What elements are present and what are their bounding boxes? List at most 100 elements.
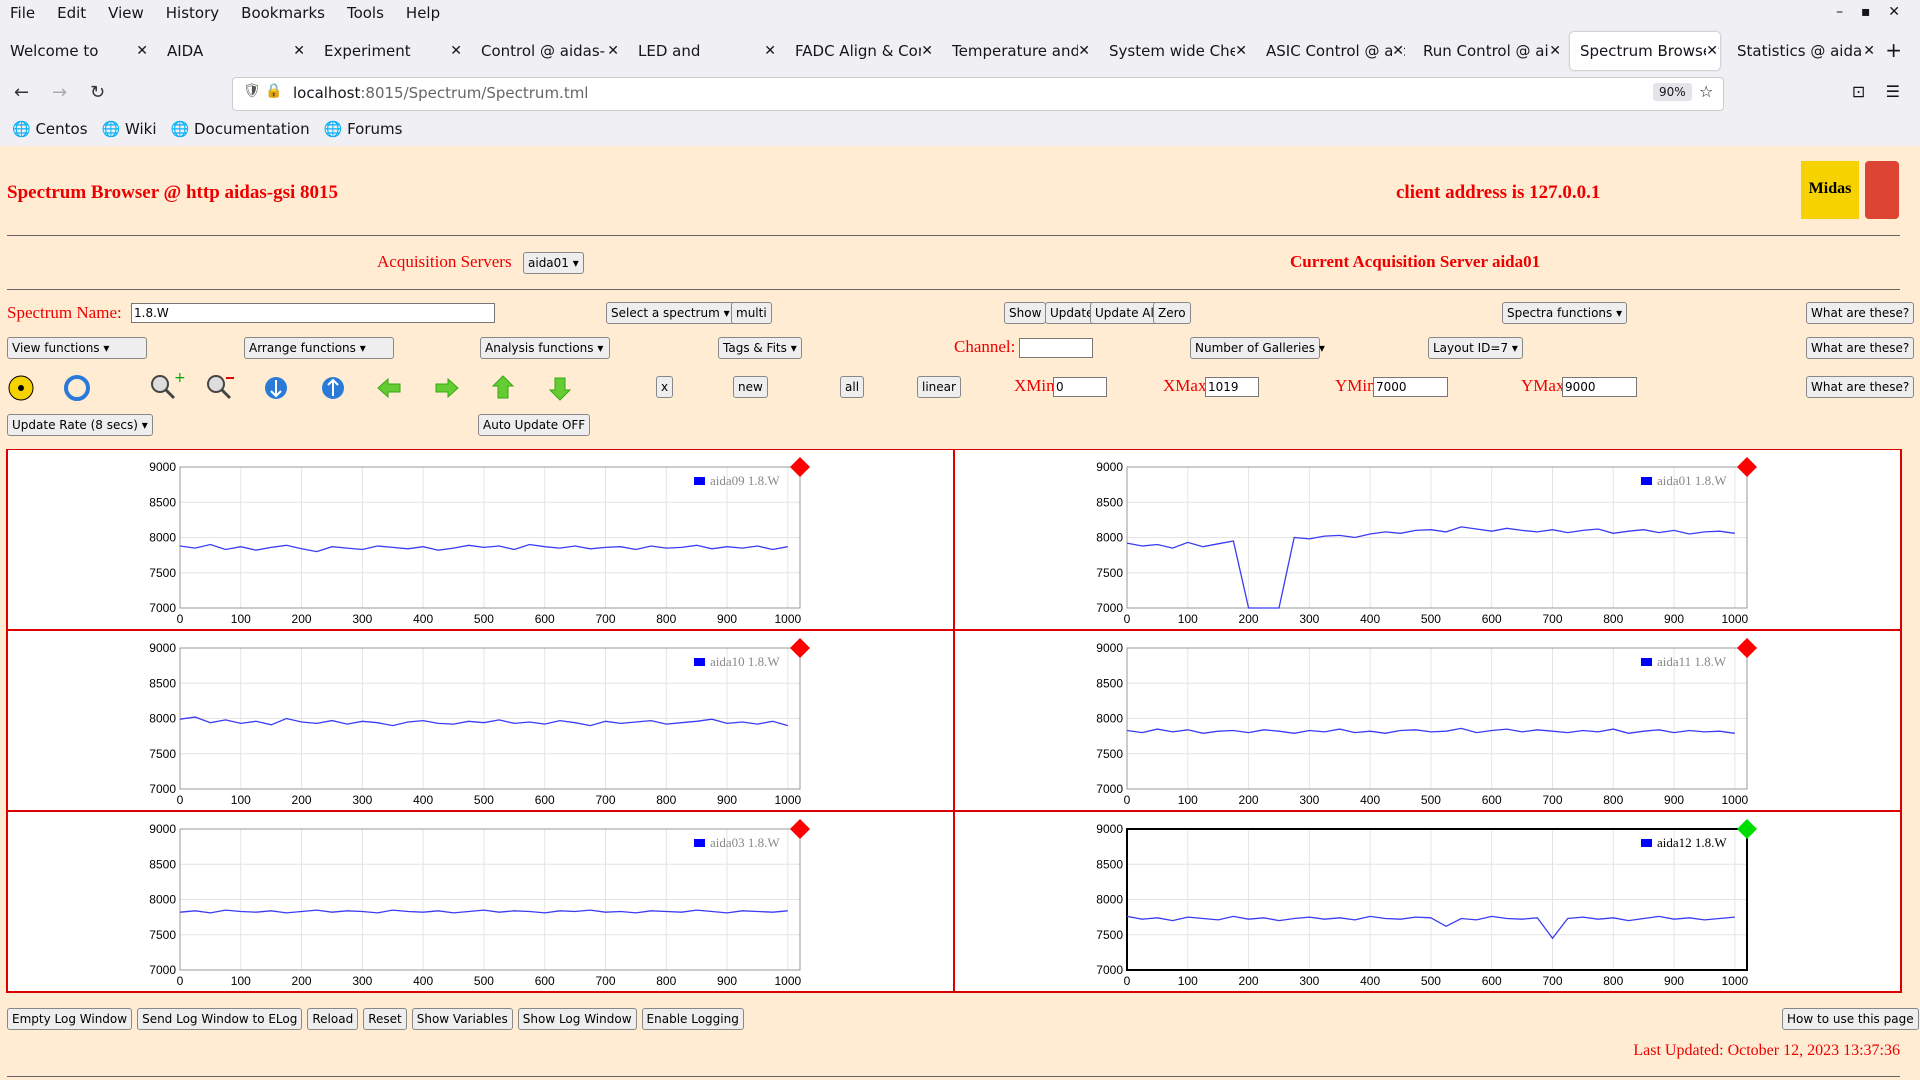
menu-item[interactable]: History <box>165 4 220 22</box>
x-tick-label: 700 <box>595 612 615 626</box>
all-button[interactable]: all <box>840 376 865 398</box>
footer-button[interactable]: Reset <box>363 1008 407 1030</box>
tab[interactable]: AIDA ✕ <box>157 32 307 70</box>
help-button[interactable]: What are these? <box>1806 376 1915 398</box>
tab-title: Temperature and s <box>952 42 1081 60</box>
url-bar[interactable]: 🛡 🔒 localhost:8015/Spectrum/Spectrum.tml… <box>232 77 1724 111</box>
help-button[interactable]: What are these? <box>1806 302 1915 324</box>
auto-update[interactable]: Auto Update OFF <box>478 414 591 436</box>
tab-close[interactable]: ✕ <box>1392 32 1404 70</box>
footer-button[interactable]: Reload <box>307 1008 359 1030</box>
x-tick-label: 200 <box>1239 612 1259 626</box>
acq-select[interactable]: aida01 <box>523 252 584 274</box>
new-button[interactable]: new <box>733 376 768 398</box>
xmin-input[interactable]: 0 <box>1053 377 1107 397</box>
update-button[interactable]: Update <box>1045 302 1099 324</box>
tab[interactable]: Statistics @ aidas- ✕ <box>1727 32 1877 70</box>
update-all-button[interactable]: Update All <box>1090 302 1163 324</box>
zoom-level[interactable]: 90% <box>1653 83 1692 101</box>
tags-fits[interactable]: Tags & Fits <box>718 337 802 359</box>
footer-button[interactable]: Show Log Window <box>517 1008 637 1030</box>
xmax-input[interactable]: 1019 <box>1205 377 1259 397</box>
arrange-functions[interactable]: Arrange functions <box>244 337 394 359</box>
page-title: Spectrum Browser @ http aidas-gsi 8015 <box>7 182 339 203</box>
separator <box>7 1076 1900 1077</box>
legend-swatch <box>1641 477 1652 485</box>
spectra-functions[interactable]: Spectra functions <box>1502 302 1628 324</box>
footer-button[interactable]: Send Log Window to ELog <box>137 1008 303 1030</box>
ymax-input[interactable]: 9000 <box>1562 377 1637 397</box>
y-tick-label: 9000 <box>1096 822 1123 836</box>
tab[interactable]: FADC Align & Cont ✕ <box>785 32 935 70</box>
x-tick-label: 1000 <box>1721 974 1748 988</box>
tab[interactable]: LED and Waveform ✕ <box>628 32 778 70</box>
tab-close[interactable]: ✕ <box>607 32 619 70</box>
icon-toolbar[interactable]: + <box>0 368 720 408</box>
x-tick-label: 400 <box>1360 793 1380 807</box>
tab-close[interactable]: ✕ <box>1863 32 1875 70</box>
menu-item[interactable]: File <box>10 4 36 22</box>
show-button[interactable]: Show <box>1004 302 1047 324</box>
tab[interactable]: Control @ aidas-gs✕ <box>471 32 621 70</box>
nav-buttons[interactable]: ← → ↻ <box>14 82 106 103</box>
view-functions[interactable]: View functions <box>7 337 147 359</box>
tab-close[interactable]: ✕ <box>136 32 148 70</box>
footer-button[interactable]: Empty Log Window <box>7 1008 133 1030</box>
tab-close[interactable]: ✕ <box>450 32 462 70</box>
spectrum-name-input[interactable]: 1.8.W <box>131 303 495 323</box>
y-tick-label: 8500 <box>149 857 176 871</box>
url-path: :8015/Spectrum/Spectrum.tml <box>360 84 589 102</box>
layout-select[interactable]: Layout ID=7 <box>1428 337 1523 359</box>
tab-title: Welcome to CentO <box>10 42 99 60</box>
tab[interactable]: Welcome to CentO ✕ <box>0 32 150 70</box>
x-tick-label: 600 <box>535 974 555 988</box>
tab-close[interactable]: ✕ <box>921 32 933 70</box>
bookmark[interactable]: 🌐 Centos <box>12 120 88 138</box>
footer-button[interactable]: Enable Logging <box>641 1008 744 1030</box>
menu-item[interactable]: Help <box>405 4 441 22</box>
footer-button[interactable]: Show Variables <box>411 1008 513 1030</box>
analysis-functions[interactable]: Analysis functions <box>480 337 610 359</box>
bookmark[interactable]: 🌐 Wiki <box>101 120 157 138</box>
zero-button[interactable]: Zero <box>1153 302 1191 324</box>
bookmark[interactable]: 🌐 Forums <box>323 120 403 138</box>
menu-item[interactable]: View <box>108 4 144 22</box>
x-button[interactable]: x <box>656 376 674 398</box>
menu-item[interactable]: Edit <box>57 4 87 22</box>
toolbar-icons[interactable]: ⊡ ☰ <box>1851 82 1900 101</box>
channel-input[interactable] <box>1019 338 1093 358</box>
y-tick-label: 8500 <box>1096 495 1123 509</box>
x-tick-label: 300 <box>352 612 372 626</box>
tab-close[interactable]: ✕ <box>293 32 305 70</box>
tab[interactable]: Experiment Contro ✕ <box>314 32 464 70</box>
tab[interactable]: ASIC Control @ aic ✕ <box>1256 32 1406 70</box>
tab-close[interactable]: ✕ <box>1078 32 1090 70</box>
tab-close[interactable]: ✕ <box>1549 32 1561 70</box>
tab-close[interactable]: ✕ <box>1235 32 1247 70</box>
tab[interactable]: Temperature and s✕ <box>942 32 1092 70</box>
tab[interactable]: Run Control @ aid ✕ <box>1413 32 1563 70</box>
help-button[interactable]: What are these? <box>1806 337 1915 359</box>
star-icon[interactable]: ☆ <box>1699 82 1714 101</box>
update-rate[interactable]: Update Rate (8 secs) <box>7 414 153 436</box>
tab[interactable]: System wide Chec ✕ <box>1099 32 1249 70</box>
menu-item[interactable]: Bookmarks <box>241 4 325 22</box>
menu-item[interactable]: Tools <box>346 4 384 22</box>
window-controls[interactable]: – ▪ ✕ <box>1836 4 1900 20</box>
bookmark[interactable]: 🌐 Documentation <box>170 120 310 138</box>
spectrum-line <box>1126 727 1735 734</box>
linear-button[interactable]: linear <box>917 376 961 398</box>
new-tab[interactable]: + <box>1885 38 1902 62</box>
tab[interactable]: Spectrum Browser ✕ <box>1570 32 1720 70</box>
y-tick-label: 7000 <box>1096 782 1123 796</box>
y-tick-label: 7500 <box>149 566 176 580</box>
tab-close[interactable]: ✕ <box>1706 32 1718 70</box>
select-spectrum[interactable]: Select a spectrum <box>606 302 735 324</box>
multi-button[interactable]: multi <box>731 302 772 324</box>
x-tick-label: 700 <box>1542 974 1562 988</box>
galleries-select[interactable]: Number of Galleries <box>1190 337 1320 359</box>
how-to-button[interactable]: How to use this page <box>1782 1008 1919 1030</box>
tab-close[interactable]: ✕ <box>764 32 776 70</box>
ymin-input[interactable]: 7000 <box>1373 377 1448 397</box>
x-tick-label: 900 <box>717 974 737 988</box>
